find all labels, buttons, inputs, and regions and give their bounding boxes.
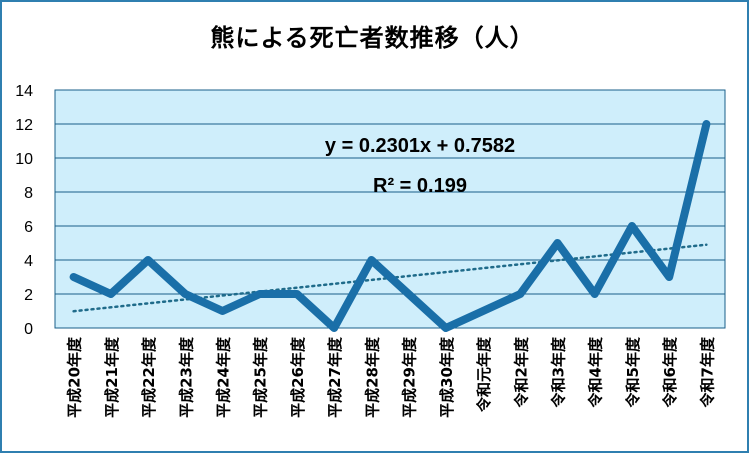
data-point (182, 291, 189, 297)
x-tick-label: 令和5年度 (624, 336, 642, 407)
data-point (256, 291, 263, 297)
x-tick-label: 令和2年度 (512, 336, 530, 407)
x-tick-label: 平成25年度 (252, 336, 270, 418)
x-tick-label: 平成29年度 (401, 336, 419, 418)
x-tick-label: 令和7年度 (698, 336, 716, 407)
data-point (554, 240, 561, 246)
x-tick-label: 令和元年度 (475, 336, 493, 412)
x-tick-label: 平成27年度 (326, 336, 344, 418)
chart-title: 熊による死亡者数推移（人） (210, 24, 535, 52)
data-point (107, 291, 114, 297)
data-point (293, 291, 300, 297)
x-tick-label: 平成20年度 (66, 336, 84, 418)
trendline-equation: y = 0.2301x + 0.7582 (325, 135, 515, 157)
data-point (368, 257, 375, 263)
y-tick-label: 4 (24, 253, 33, 270)
data-point (666, 274, 673, 280)
x-tick-label: 平成28年度 (363, 336, 381, 418)
y-tick-label: 0 (24, 321, 33, 338)
y-tick-label: 12 (15, 117, 33, 134)
data-point (628, 223, 635, 229)
x-tick-label: 平成26年度 (289, 336, 307, 418)
data-point (145, 257, 152, 263)
x-tick-label: 平成22年度 (140, 336, 158, 418)
data-point (219, 308, 226, 314)
data-point (517, 291, 524, 297)
data-point (70, 274, 77, 280)
data-point (591, 291, 598, 297)
y-tick-label: 10 (15, 151, 33, 168)
series-line (69, 120, 711, 332)
series-group (69, 120, 711, 332)
plot-area (54, 89, 726, 329)
y-tick-label: 6 (24, 219, 33, 236)
x-tick-label: 令和4年度 (587, 336, 605, 407)
x-tick-label: 平成21年度 (103, 336, 121, 418)
x-tick-label: 平成24年度 (215, 336, 233, 418)
trendline-r2: R² = 0.199 (373, 175, 467, 197)
y-tick-label: 2 (24, 287, 33, 304)
x-axis-tick-labels: 平成20年度 平成21年度 平成22年度 平成23年度 平成24年度 平成25年度 平成26… (66, 336, 717, 418)
x-tick-label: 平成23年度 (177, 336, 195, 418)
y-tick-label: 8 (24, 185, 33, 202)
x-tick-label: 平成30年度 (438, 336, 456, 418)
annotation-group: y = 0.2301x + 0.7582 R² = 0.199 (325, 135, 515, 197)
y-axis-tick-labels: 0 2 4 6 8 10 12 14 (15, 83, 33, 338)
data-point (331, 325, 338, 331)
data-point (442, 325, 449, 331)
data-point (480, 308, 487, 314)
y-tick-label: 14 (15, 83, 33, 100)
x-tick-label: 令和3年度 (550, 336, 568, 407)
x-tick-label: 令和6年度 (661, 336, 679, 407)
data-point (405, 291, 412, 297)
data-point (703, 121, 710, 127)
